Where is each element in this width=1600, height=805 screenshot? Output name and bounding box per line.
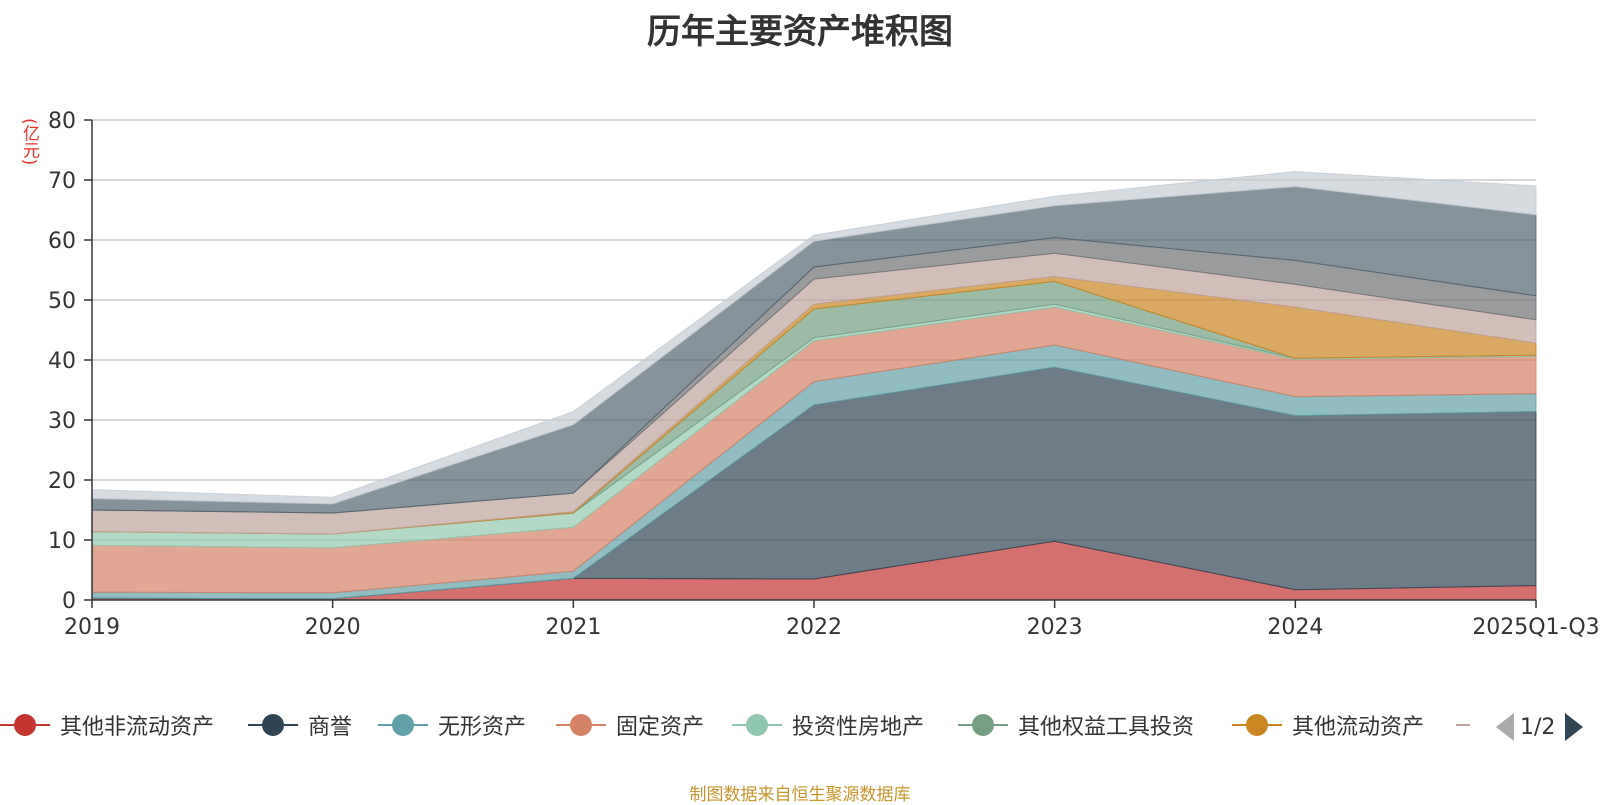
y-tick-label: 40 <box>48 349 76 374</box>
legend-next-page-icon[interactable] <box>1565 713 1584 741</box>
chart-title: 历年主要资产堆积图 <box>647 12 953 52</box>
legend-label: 商誉 <box>308 715 353 740</box>
legend-marker-icon <box>1456 710 1470 740</box>
legend-marker-icon <box>248 710 298 740</box>
legend-marker-icon <box>0 710 50 740</box>
legend-item[interactable]: 无形资产 <box>378 710 526 740</box>
legend-marker-icon <box>958 710 1008 740</box>
legend-label: 投资性房地产 <box>792 715 925 740</box>
y-axis-unit-label: (亿元) <box>19 118 39 166</box>
legend-prev-page-icon[interactable] <box>1496 713 1514 741</box>
legend-label: 其他权益工具投资 <box>1018 715 1195 740</box>
legend-items: 其他非流动资产 商誉 无形资产 固定资产 投资性房地产 其他权益工具投资 其他流动资产 其他资… <box>0 710 1470 750</box>
y-tick-label: 50 <box>48 289 76 314</box>
legend: 其他非流动资产 商誉 无形资产 固定资产 投资性房地产 其他权益工具投资 其他流动资产 其他资… <box>0 710 1600 760</box>
legend-item[interactable]: 固定资产 <box>556 710 704 740</box>
legend-marker-icon <box>1232 710 1282 740</box>
y-tick-label: 10 <box>48 529 76 554</box>
legend-marker-icon <box>732 710 782 740</box>
x-tick-label: 2024 <box>1267 615 1323 640</box>
legend-marker-icon <box>556 710 606 740</box>
x-tick-label: 2023 <box>1027 615 1083 640</box>
y-tick-label: 80 <box>48 109 76 134</box>
axes: 0 10 20 30 40 50 60 70 80 2019 2020 2021 2022 2023 202… <box>48 109 1600 640</box>
area-series <box>91 171 1537 601</box>
area-11[interactable] <box>91 171 1537 505</box>
data-source-note: 制图数据来自恒生聚源数据库 <box>689 785 911 805</box>
y-tick-label: 60 <box>48 229 76 254</box>
legend-pager: 1/2 <box>1496 712 1584 742</box>
x-tick-label: 2020 <box>305 615 361 640</box>
legend-item[interactable]: 其他权益工具投资 <box>958 710 1194 740</box>
y-tick-label: 20 <box>48 469 76 494</box>
legend-item[interactable]: 其他非流动资产 <box>0 710 214 740</box>
legend-item[interactable]: 商誉 <box>248 710 352 740</box>
x-tick-label: 2025Q1-Q3 <box>1472 615 1599 640</box>
x-tick-label: 2019 <box>64 615 120 640</box>
legend-page-indicator: 1/2 <box>1520 714 1556 740</box>
y-tick-label: 30 <box>48 409 76 434</box>
legend-item[interactable]: 投资性房地产 <box>732 710 924 740</box>
legend-item[interactable]: 其他资产8 <box>1456 710 1470 740</box>
x-tick-label: 2022 <box>786 615 842 640</box>
legend-item[interactable]: 其他流动资产 <box>1232 710 1424 740</box>
x-tick-label: 2021 <box>545 615 601 640</box>
legend-label: 无形资产 <box>438 715 527 740</box>
legend-marker-icon <box>378 710 428 740</box>
legend-label: 其他非流动资产 <box>60 715 215 740</box>
legend-label: 其他流动资产 <box>1292 715 1425 740</box>
stacked-area-chart: 0 10 20 30 40 50 60 70 80 2019 2020 2021 2022 2023 202… <box>48 109 1600 640</box>
y-tick-label: 0 <box>62 589 76 614</box>
y-tick-label: 70 <box>48 169 76 194</box>
legend-label: 固定资产 <box>616 715 705 740</box>
